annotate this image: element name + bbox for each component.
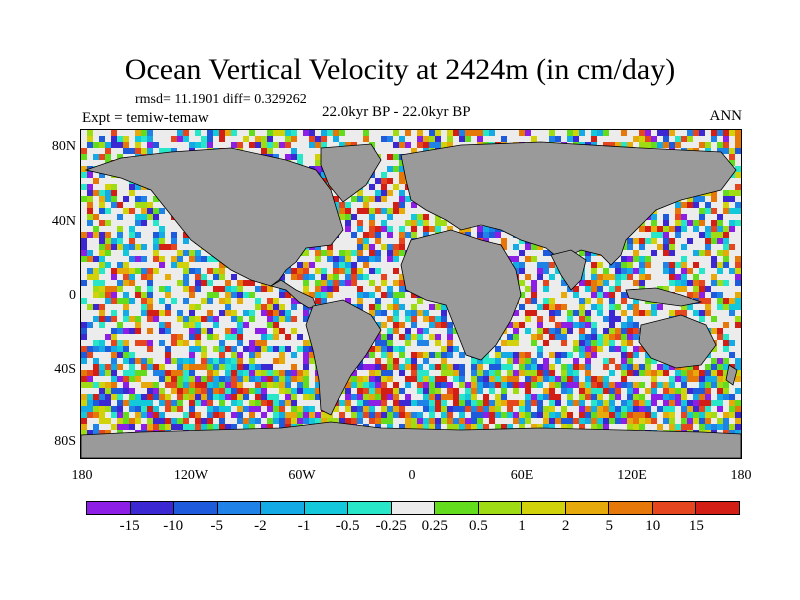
land-greenland (320, 143, 382, 203)
lon-label-180w: 180 (71, 468, 93, 483)
lon-label-60e: 60E (510, 468, 534, 483)
colorbar-label: -15 (119, 518, 140, 534)
experiment-text: Expt = temiw-temaw (82, 110, 209, 126)
colorbar-swatch (174, 502, 218, 514)
lon-label-120e: 120E (617, 468, 647, 483)
colorbar-swatch (261, 502, 305, 514)
map-title: Ocean Vertical Velocity at 2424m (in cm/… (124, 53, 676, 86)
lon-label-0: 0 (408, 468, 416, 483)
colorbar-swatch (348, 502, 392, 514)
land-north-america (84, 147, 344, 287)
colorbar-label: 10 (645, 518, 661, 534)
colorbar-swatch (565, 502, 610, 514)
colorbar-label: -0.25 (375, 518, 407, 534)
colorbar-swatch (304, 502, 349, 514)
land-india (550, 249, 587, 291)
colorbar-label: -10 (163, 518, 184, 534)
land-masses (81, 141, 741, 458)
colorbar-swatch (522, 502, 566, 514)
lat-label-80n: 80N (51, 139, 76, 154)
stats-text: rmsd= 11.1901 diff= 0.329262 (135, 92, 307, 107)
period-text: 22.0kyr BP - 22.0kyr BP (322, 104, 471, 120)
colorbar (86, 501, 740, 515)
lon-label-60w: 60W (288, 468, 316, 483)
colorbar-label: 2 (561, 518, 570, 534)
colorbar-label: -2 (254, 518, 267, 534)
colorbar-swatch (130, 502, 175, 514)
lat-label-40s: 40S (54, 362, 76, 377)
land-eurasia (400, 141, 737, 266)
colorbar-swatch (609, 502, 653, 514)
colorbar-label: 15 (688, 518, 704, 534)
colorbar-swatch (652, 502, 697, 514)
land-africa (400, 229, 522, 361)
map-canvas (81, 130, 741, 458)
lon-label-120w: 120W (173, 468, 209, 483)
land-antarctica (81, 421, 741, 458)
colorbar-swatch (435, 502, 479, 514)
colorbar-label: 5 (605, 518, 613, 534)
map-panel (80, 129, 742, 459)
land-australia (638, 314, 717, 369)
land-south-america (305, 299, 382, 416)
land-indonesia (625, 287, 703, 307)
colorbar-swatch (696, 502, 739, 514)
colorbar-swatch (478, 502, 523, 514)
colorbar-swatch (391, 502, 436, 514)
colorbar-label: 0.5 (469, 518, 488, 534)
colorbar-swatch (87, 502, 131, 514)
season-text: ANN (709, 108, 743, 124)
colorbar-label: -0.5 (335, 518, 360, 534)
lon-label-180e: 180 (730, 468, 752, 483)
colorbar-label: -5 (210, 518, 224, 534)
lat-label-80s: 80S (54, 434, 76, 449)
colorbar-swatch (217, 502, 262, 514)
colorbar-label: -1 (297, 518, 311, 534)
colorbar-label: 0.25 (421, 518, 448, 534)
land-new-zealand (725, 364, 738, 386)
lat-label-0: 0 (69, 288, 76, 303)
lat-label-40n: 40N (51, 214, 76, 229)
colorbar-label: 1 (518, 518, 526, 534)
